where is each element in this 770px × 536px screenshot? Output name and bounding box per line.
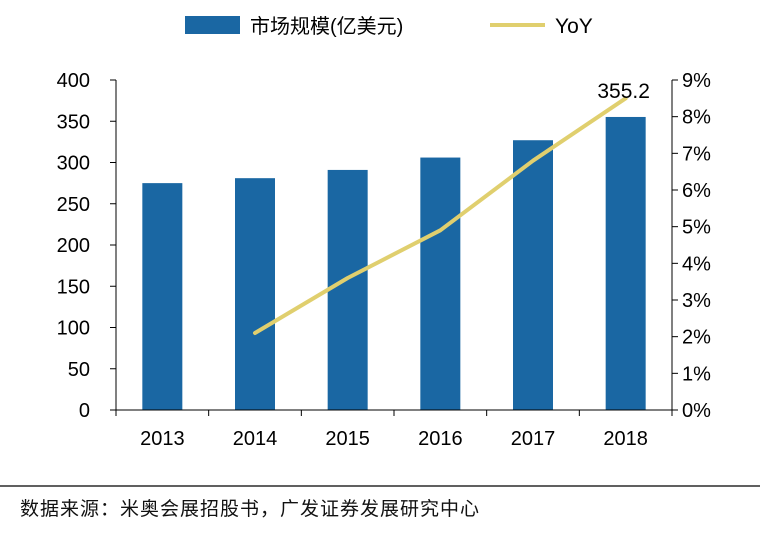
x-tick-label-2017: 2017 xyxy=(511,428,556,450)
right-tick-label: 6% xyxy=(682,180,711,202)
yoy-line xyxy=(253,96,628,335)
bar-2015 xyxy=(327,169,368,410)
right-tick-label: 8% xyxy=(682,107,711,129)
left-tick-label: 350 xyxy=(57,111,90,133)
left-tick-label: 0 xyxy=(79,400,90,422)
x-tick-label-2018: 2018 xyxy=(603,428,648,450)
bar-2016 xyxy=(420,157,461,410)
right-tick-label: 3% xyxy=(682,290,711,312)
left-tick-label: 250 xyxy=(57,194,90,216)
x-tick-label-2014: 2014 xyxy=(233,428,278,450)
right-tick-label: 5% xyxy=(682,217,711,239)
plot-area: 0 50 100 150 200 250 300 350 400 0% 1% 2% 3% 4% 5% 6% 7%… xyxy=(0,70,760,487)
chart-svg: 市场规模(亿美元) YoY 0 50 100 150 200 250 300 350 400 0%… xyxy=(0,15,760,487)
left-tick-label: 400 xyxy=(57,70,90,92)
left-tick-label: 50 xyxy=(68,359,90,381)
data-label-2018: 355.2 xyxy=(597,80,650,103)
legend-line-label: YoY xyxy=(555,15,593,38)
left-tick-label: 200 xyxy=(57,235,90,257)
source-note: 数据来源：米奥会展招股书，广发证券发展研究中心 xyxy=(20,498,481,520)
bar-2018 xyxy=(605,116,646,411)
x-tick-label-2016: 2016 xyxy=(418,428,463,450)
right-tick-label: 1% xyxy=(682,363,711,385)
left-tick-label: 150 xyxy=(57,276,90,298)
left-tick-label: 300 xyxy=(57,153,90,175)
bar-2013 xyxy=(142,183,183,410)
bar-2014 xyxy=(235,178,275,410)
right-tick-label: 7% xyxy=(682,143,711,165)
right-tick-label: 9% xyxy=(682,70,711,92)
right-tick-label: 2% xyxy=(682,327,711,349)
bar-2017 xyxy=(513,140,553,410)
x-tick-label-2013: 2013 xyxy=(140,428,185,450)
right-tick-label: 4% xyxy=(682,253,711,275)
legend: 市场规模(亿美元) YoY xyxy=(185,15,593,38)
right-tick-label: 0% xyxy=(682,400,711,422)
legend-bar-label: 市场规模(亿美元) xyxy=(250,15,403,38)
x-tick-label-2015: 2015 xyxy=(325,428,370,450)
legend-bar-swatch xyxy=(185,16,240,34)
left-tick-label: 100 xyxy=(57,318,90,340)
